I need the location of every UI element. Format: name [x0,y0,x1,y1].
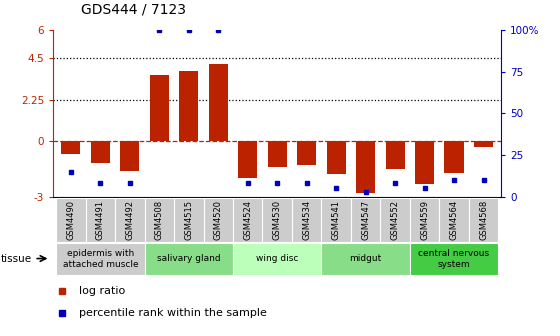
Bar [385,141,405,169]
Text: GSM4534: GSM4534 [302,200,311,240]
Bar [144,198,174,242]
Text: GSM4564: GSM4564 [450,200,459,240]
Text: log ratio: log ratio [79,286,125,296]
Bar [263,198,292,242]
Bar [445,141,464,173]
Bar [115,198,144,242]
Text: tissue: tissue [1,254,32,263]
Bar [120,141,139,171]
Text: salivary gland: salivary gland [157,254,221,263]
Bar [233,243,321,275]
Text: GSM4552: GSM4552 [390,200,400,240]
Bar [61,141,81,154]
Bar [326,141,346,174]
Bar [469,198,498,242]
Text: GSM4568: GSM4568 [479,200,488,240]
Bar [410,243,498,275]
Text: midgut: midgut [349,254,382,263]
Bar [321,198,351,242]
Bar [179,71,198,141]
Text: GSM4541: GSM4541 [332,200,340,240]
Bar [410,198,439,242]
Bar [86,198,115,242]
Text: GSM4491: GSM4491 [96,200,105,240]
Bar [144,243,233,275]
Bar [56,198,86,242]
Bar [380,198,410,242]
Bar [415,141,434,183]
Bar [203,198,233,242]
Bar [56,243,144,275]
Bar [268,141,287,167]
Bar [321,243,410,275]
Bar [150,75,169,141]
Text: GSM4492: GSM4492 [125,200,134,240]
Text: epidermis with
attached muscle: epidermis with attached muscle [63,249,138,268]
Bar [439,198,469,242]
Text: GSM4547: GSM4547 [361,200,370,240]
Bar [474,141,493,147]
Text: GSM4490: GSM4490 [67,200,76,240]
Bar [233,198,263,242]
Text: wing disc: wing disc [256,254,298,263]
Text: percentile rank within the sample: percentile rank within the sample [79,308,267,319]
Bar [356,141,375,193]
Bar [238,141,257,178]
Bar [174,198,203,242]
Text: GSM4530: GSM4530 [273,200,282,240]
Bar [292,198,321,242]
Text: GSM4559: GSM4559 [420,200,429,240]
Bar [209,64,228,141]
Text: GSM4524: GSM4524 [243,200,252,240]
Text: GDS444 / 7123: GDS444 / 7123 [81,3,186,17]
Bar [297,141,316,165]
Text: GSM4508: GSM4508 [155,200,164,240]
Text: central nervous
system: central nervous system [418,249,489,268]
Text: GSM4520: GSM4520 [214,200,223,240]
Text: GSM4515: GSM4515 [184,200,193,240]
Bar [351,198,380,242]
Bar [91,141,110,163]
